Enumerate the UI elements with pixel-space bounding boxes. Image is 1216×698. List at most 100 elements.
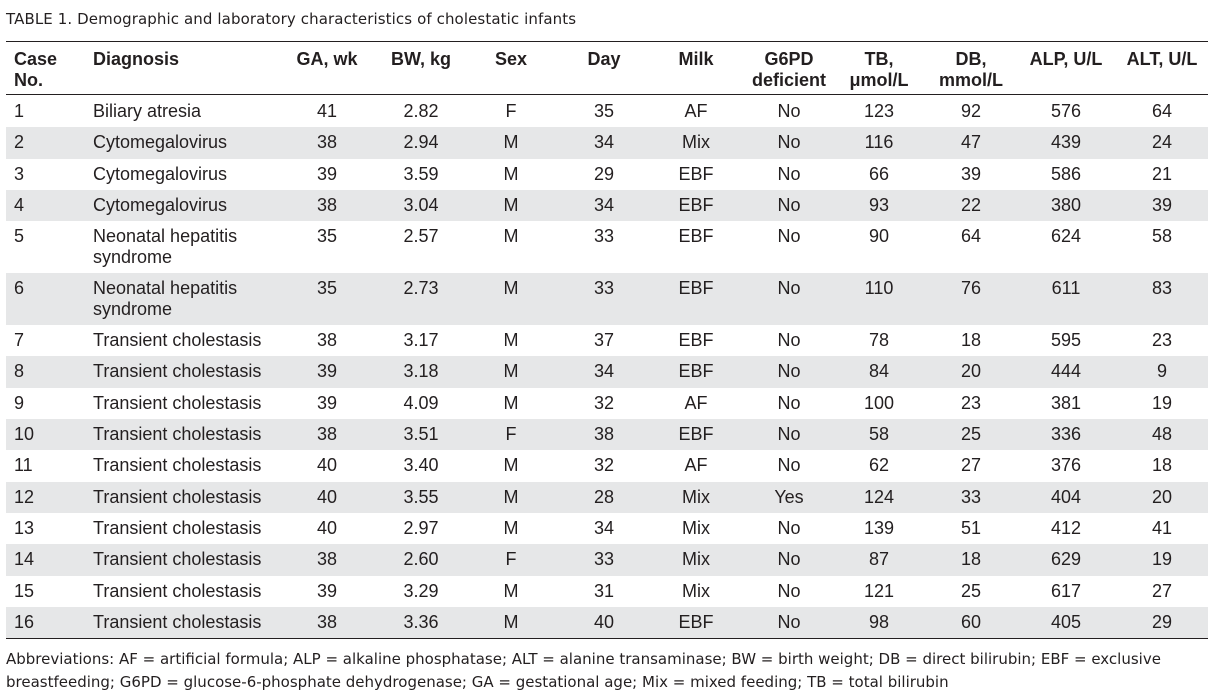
cell-sex: M — [503, 163, 519, 184]
cell-ga: 38 — [316, 549, 338, 570]
cell-g6pd: No — [777, 517, 801, 538]
cell-bw: 2.97 — [403, 517, 439, 538]
cell-alp: 576 — [1050, 101, 1082, 121]
table-row: 10 Transient cholestasis 38 3.51 F 38 EBF No 58 2… — [6, 419, 1208, 451]
cell-case: 8 — [14, 361, 25, 382]
cell-day: 33 — [593, 226, 615, 247]
table-caption-label: TABLE 1. — [6, 10, 73, 28]
cell-alt: 20 — [1151, 486, 1173, 507]
cell-alp: 624 — [1050, 226, 1082, 247]
cell-diagnosis: Transient cholestasis — [93, 549, 262, 570]
cell-tb: 116 — [864, 132, 894, 153]
cell-bw: 3.18 — [403, 361, 439, 382]
cell-db: 18 — [960, 549, 982, 570]
cell-sex: F — [505, 424, 517, 445]
cell-alt: 48 — [1151, 424, 1173, 445]
cell-alp: 611 — [1051, 278, 1081, 299]
cell-bw: 2.94 — [403, 132, 439, 153]
cell-bw: 3.51 — [403, 424, 439, 445]
cell-milk: EBF — [678, 163, 714, 184]
cell-case: 14 — [14, 549, 35, 570]
cell-ga: 35 — [316, 226, 338, 247]
cell-bw: 2.57 — [403, 226, 439, 247]
cell-case: 1 — [14, 101, 25, 121]
cell-alt: 9 — [1156, 361, 1167, 382]
cell-g6pd: Yes — [774, 486, 804, 507]
cell-alp: 629 — [1050, 549, 1082, 570]
cell-day: 37 — [593, 330, 615, 351]
cell-bw: 3.40 — [403, 455, 439, 476]
cell-ga: 40 — [316, 517, 338, 538]
table-row: 12 Transient cholestasis 40 3.55 M 28 Mix Yes 12… — [6, 481, 1208, 513]
cell-g6pd: No — [777, 101, 801, 121]
cell-db: 60 — [960, 611, 982, 632]
cell-tb: 110 — [864, 278, 894, 299]
cell-diagnosis: Transient cholestasis — [93, 424, 262, 445]
cell-sex: F — [505, 101, 517, 121]
header-db-line1: DB, — [955, 49, 987, 69]
cell-bw: 2.60 — [403, 549, 439, 570]
cell-g6pd: No — [777, 549, 801, 570]
table-header: Case No. Diagnosis GA, wk BW, kg Sex Day… — [6, 45, 1208, 93]
header-case-line2: No. — [14, 70, 43, 90]
cell-milk: EBF — [678, 361, 714, 382]
cell-alt: 21 — [1151, 163, 1173, 184]
cell-alp: 405 — [1050, 611, 1082, 632]
cell-bw: 3.36 — [403, 611, 439, 632]
table-header-rule — [6, 94, 1208, 95]
cell-g6pd: No — [777, 194, 801, 215]
cell-bw: 2.73 — [403, 278, 439, 299]
header-alt: ALT, U/L — [1126, 49, 1198, 69]
cell-day: 35 — [593, 101, 615, 121]
header-g6pd: G6PD deficient — [744, 49, 834, 91]
cell-g6pd: No — [777, 580, 801, 601]
cell-diagnosis: Cytomegalovirus — [93, 163, 228, 184]
cell-alt: 24 — [1151, 132, 1173, 153]
header-milk: Milk — [678, 49, 714, 69]
cell-ga: 38 — [316, 132, 338, 153]
cell-day: 29 — [593, 163, 615, 184]
cell-case: 4 — [14, 194, 25, 215]
table-row: 1 Biliary atresia 41 2.82 F 35 AF No 123 92 576 64 — [6, 96, 1208, 127]
table-row: 9 Transient cholestasis 39 4.09 M 32 AF No 100 23… — [6, 388, 1208, 419]
cell-sex: M — [503, 486, 519, 507]
cell-sex: F — [505, 549, 517, 570]
cell-bw: 3.17 — [403, 330, 439, 351]
cell-milk: AF — [684, 392, 708, 413]
cell-alp: 444 — [1050, 361, 1082, 382]
cell-tb: 78 — [868, 330, 890, 351]
cell-diagnosis: Cytomegalovirus — [93, 194, 228, 215]
cell-diagnosis: Transient cholestasis — [93, 361, 262, 382]
cell-milk: EBF — [678, 194, 714, 215]
cell-alp: 595 — [1050, 330, 1082, 351]
cell-sex: M — [503, 361, 519, 382]
cell-alp: 617 — [1050, 580, 1082, 601]
cell-tb: 124 — [863, 486, 895, 507]
cell-sex: M — [503, 330, 519, 351]
header-sex: Sex — [494, 49, 528, 69]
cell-alt: 29 — [1151, 611, 1173, 632]
table-row: 7 Transient cholestasis 38 3.17 M 37 EBF No 78 18… — [6, 325, 1208, 356]
cell-day: 32 — [593, 455, 615, 476]
cell-alp: 381 — [1050, 392, 1082, 413]
cell-day: 34 — [593, 361, 615, 382]
cell-alt: 83 — [1151, 278, 1173, 299]
cell-day: 32 — [593, 392, 615, 413]
table-row: 4 Cytomegalovirus 38 3.04 M 34 EBF No 93 22 380 39 — [6, 189, 1208, 222]
header-db: DB, mmol/L — [931, 49, 1011, 91]
cell-case: 15 — [14, 580, 35, 601]
header-db-line2: mmol/L — [938, 70, 1003, 90]
cell-case: 7 — [14, 330, 25, 351]
cell-day: 34 — [593, 132, 615, 153]
cell-tb: 139 — [863, 517, 895, 538]
cell-milk: Mix — [682, 132, 710, 153]
cell-milk: Mix — [682, 517, 710, 538]
cell-sex: M — [503, 392, 519, 413]
cell-milk: EBF — [678, 424, 714, 445]
cell-ga: 38 — [316, 194, 338, 215]
cell-case: 16 — [14, 611, 35, 632]
cell-case: 12 — [14, 486, 35, 507]
cell-bw: 2.82 — [403, 101, 439, 121]
header-tb-line1: TB, — [864, 49, 894, 69]
header-tb-line2: μmol/L — [849, 70, 909, 90]
